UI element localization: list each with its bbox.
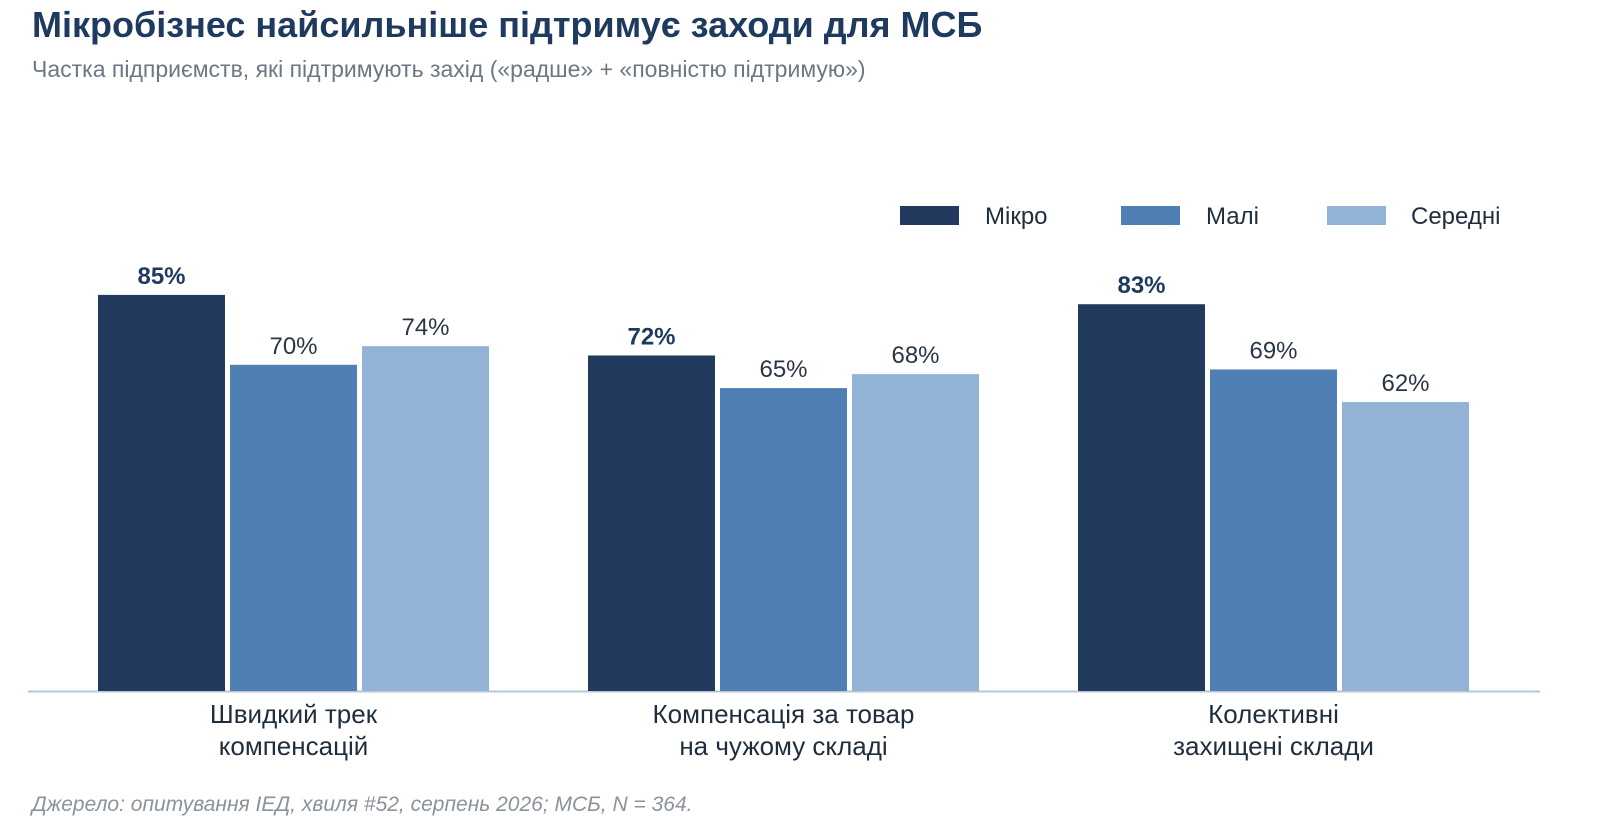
bar-2-1 [230, 364, 357, 691]
category-label: на чужому складі [679, 731, 887, 761]
legend-label: Мікро [985, 203, 1048, 230]
value-label: 70% [269, 333, 317, 360]
bar-3-1 [362, 346, 489, 691]
bar-1-1 [98, 294, 225, 691]
category-label: Швидкий трек [210, 699, 378, 729]
value-label: 74% [401, 314, 449, 341]
legend-swatch [900, 206, 959, 225]
legend-swatch [1327, 206, 1386, 225]
legend-swatch [1121, 206, 1180, 225]
bar-1-2 [588, 355, 715, 691]
value-label: 69% [1249, 337, 1297, 364]
legend-label: Малі [1206, 203, 1259, 230]
category-label: захищені склади [1173, 731, 1374, 761]
category-label: Компенсація за товар [653, 699, 915, 729]
bar-2-2 [720, 388, 847, 691]
value-label: 83% [1117, 272, 1165, 299]
category-label: Колективні [1208, 699, 1339, 729]
bar-2-3 [1210, 369, 1337, 691]
bar-1-3 [1078, 304, 1205, 691]
value-label: 85% [137, 263, 185, 290]
value-label: 65% [759, 356, 807, 383]
bar-3-3 [1342, 402, 1469, 691]
bar-3-2 [852, 374, 979, 691]
chart-title: Мікробізнес найсильніше підтримує заходи… [32, 4, 983, 45]
legend-label: Середні [1411, 203, 1500, 230]
source-note: Джерело: опитування ІЕД, хвиля #52, серп… [32, 793, 693, 816]
value-label: 72% [627, 323, 675, 350]
value-label: 62% [1381, 370, 1429, 397]
category-label: компенсацій [219, 731, 369, 761]
value-label: 68% [891, 342, 939, 369]
chart-subtitle: Частка підприємств, які підтримують захі… [32, 56, 866, 82]
